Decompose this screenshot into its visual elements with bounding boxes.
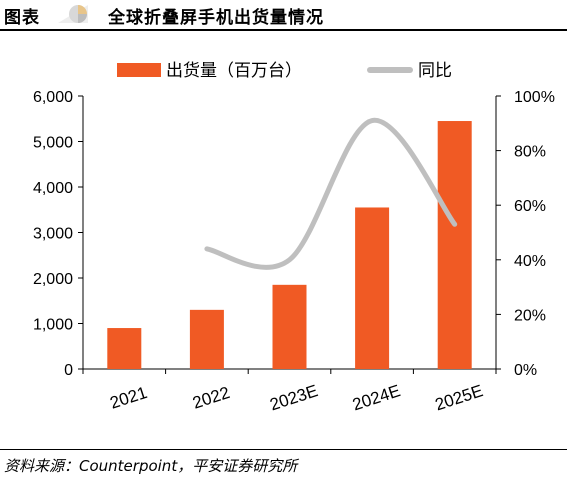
left-tick-label: 4,000 [33, 180, 73, 197]
left-tick-label: 6,000 [33, 89, 73, 106]
axes: 0 1,000 2,000 3,000 4,000 5,000 6,000 0% 20% 40% 6… [33, 89, 555, 379]
line-yoy [204, 118, 458, 270]
x-tick-label: 2022 [190, 383, 232, 413]
legend-label-line: 同比 [418, 61, 452, 80]
figure-title: 全球折叠屏手机出货量情况 [108, 8, 324, 28]
x-axis-labels: 2021 2022 2023E 2024E 2025E [108, 381, 486, 414]
bar-series [107, 121, 472, 370]
bar-2021 [107, 328, 142, 369]
bar-2024E [355, 207, 390, 369]
right-tick-label: 40% [514, 253, 546, 270]
line-series [204, 118, 458, 270]
x-tick-label: 2025E [433, 381, 486, 414]
right-tick-label: 20% [514, 307, 546, 324]
left-tick-label: 0 [64, 362, 73, 379]
pie-icon [58, 5, 88, 23]
left-tick-label: 3,000 [33, 226, 73, 243]
x-tick-label: 2024E [350, 381, 403, 414]
figure-header: 图表 全球折叠屏手机出货量情况 [0, 0, 567, 31]
right-tick-label: 0% [514, 362, 537, 379]
legend-label-bar: 出货量（百万台） [166, 61, 302, 80]
footer-rule [0, 449, 567, 450]
figure-label: 图表 [4, 8, 40, 28]
bar-2022 [189, 309, 224, 369]
x-tick-label: 2023E [267, 381, 320, 414]
left-tick-label: 2,000 [33, 271, 73, 288]
left-tick-label: 5,000 [33, 135, 73, 152]
chart: 出货量（百万台） 同比 0 1,000 2,000 3,000 4,000 5,000 6,0… [33, 61, 555, 414]
source-note: 资料来源：Counterpoint，平安证券研究所 [4, 457, 298, 475]
header-rule [0, 29, 567, 31]
right-tick-label: 60% [514, 198, 546, 215]
legend-swatch-bar [117, 63, 161, 77]
legend: 出货量（百万台） 同比 [117, 61, 452, 80]
bar-2025E [437, 121, 472, 370]
right-tick-label: 100% [514, 89, 555, 106]
x-tick-label: 2021 [108, 383, 150, 413]
right-tick-label: 80% [514, 144, 546, 161]
bar-2023E [272, 284, 307, 369]
left-tick-label: 1,000 [33, 317, 73, 334]
